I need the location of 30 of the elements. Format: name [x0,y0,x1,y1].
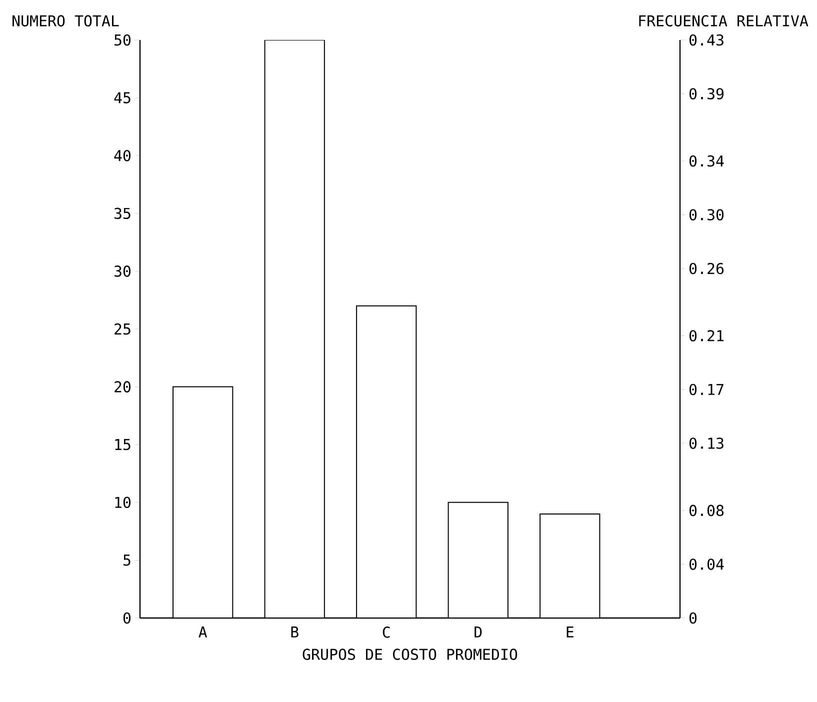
y2-tick-label: 0.08 [689,504,724,516]
y-tick-label: 35 [114,208,130,220]
y-tick-label: 40 [114,150,130,162]
y-tick-label: 45 [114,92,130,104]
y2-tick-label: 0.21 [689,330,724,342]
y-tick-label: 5 [124,554,130,566]
y2-tick-label: 0.13 [689,438,724,449]
x-tick-label: A [198,626,208,638]
x-tick-label: C [382,626,390,638]
y2-tick-label: 0.04 [689,558,724,570]
y2-tick-label: 0.34 [689,155,724,167]
x-tick-label: E [566,626,574,638]
x-axis-title: GRUPOS DE COSTO PROMEDIO [302,648,518,660]
y-tick-label: 10 [115,496,130,508]
y-tick-label: 50 [114,34,130,46]
y-tick-label: 20 [114,381,130,392]
y2-tick-label: 0.39 [689,88,724,100]
y-tick-label: 25 [114,323,130,335]
y2-tick-label: 0 [689,612,697,624]
y2-tick-label: 0.17 [689,384,724,396]
y-axis-title: NUMERO TOTAL [12,15,119,26]
y2-axis-title: FRECUENCIA RELATIVA [639,15,808,26]
y2-tick-label: 0.26 [689,262,724,274]
y2-tick-label: 0.30 [689,209,724,220]
x-tick-label: B [291,626,298,638]
y-tick-label: 15 [115,439,130,450]
y-tick-label: 0 [123,612,130,624]
y-tick-label: 30 [114,266,130,277]
x-tick-label: D [474,626,482,638]
y2-tick-label: 0.43 [689,34,724,46]
